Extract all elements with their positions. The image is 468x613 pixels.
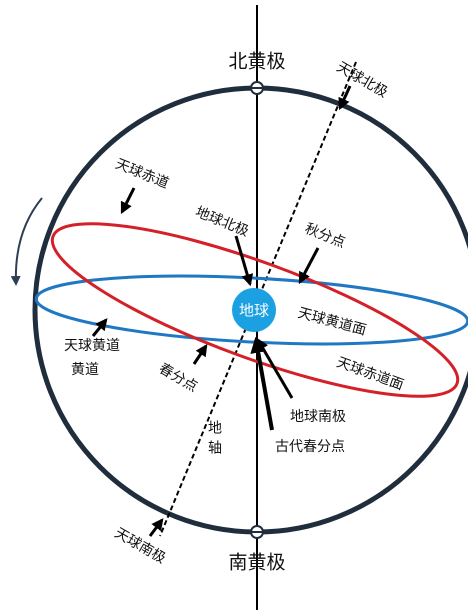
label: 天球赤道 xyxy=(113,156,171,192)
label: 天球黄道面 xyxy=(296,304,368,339)
label: 黄道 xyxy=(71,361,99,378)
label: 春分点 xyxy=(156,361,200,396)
label: 北黄极 xyxy=(228,51,285,73)
label: 天球南极 xyxy=(112,525,168,567)
label: 古代春分点 xyxy=(275,439,345,455)
label: 地轴 xyxy=(206,420,222,460)
rotation-arrow xyxy=(10,197,43,286)
label: 地球南极 xyxy=(290,409,346,425)
label: 秋分点 xyxy=(303,221,348,252)
earth xyxy=(232,288,276,332)
arrows xyxy=(91,85,352,537)
earth-label: 地球 xyxy=(239,302,269,320)
label: 南黄极 xyxy=(228,552,285,574)
label: 天球黄道 xyxy=(64,337,120,354)
pole-markers xyxy=(250,81,264,539)
label: 地球北极 xyxy=(193,204,251,240)
equator-ellipse xyxy=(50,222,460,398)
